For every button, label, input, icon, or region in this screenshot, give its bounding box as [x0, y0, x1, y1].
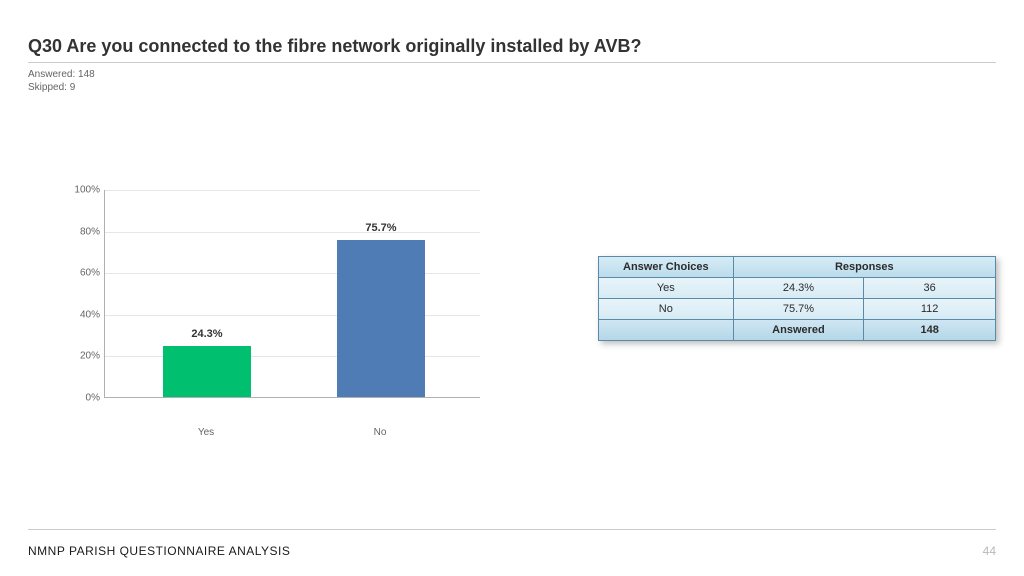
- y-tick-label: 20%: [60, 351, 100, 362]
- footer-total: 148: [864, 320, 995, 340]
- cell-empty: [599, 320, 734, 340]
- table-row: No 75.7% 112: [599, 299, 995, 320]
- y-tick-label: 40%: [60, 309, 100, 320]
- answered-count: Answered: 148: [28, 68, 95, 81]
- table-row: Yes 24.3% 36: [599, 278, 995, 299]
- cell-choice: No: [599, 299, 734, 319]
- page-number: 44: [983, 544, 996, 558]
- x-tick-label: No: [336, 427, 424, 438]
- cell-count: 112: [864, 299, 995, 319]
- response-table: Answer Choices Responses Yes 24.3% 36 No…: [598, 256, 996, 341]
- bar-value-label: 75.7%: [337, 222, 425, 234]
- skipped-count: Skipped: 9: [28, 81, 95, 94]
- response-meta: Answered: 148 Skipped: 9: [28, 68, 95, 94]
- question-title: Q30 Are you connected to the fibre netwo…: [28, 36, 641, 57]
- gridline: [105, 190, 480, 191]
- y-tick-label: 0%: [60, 393, 100, 404]
- bar: 24.3%: [163, 346, 251, 397]
- bar-chart: 24.3%75.7% 0%20%40%60%80%100%YesNo: [60, 190, 480, 420]
- footer-divider: [28, 529, 996, 530]
- x-tick-label: Yes: [162, 427, 250, 438]
- col-header-choices: Answer Choices: [599, 257, 734, 277]
- footer-text: NMNP PARISH QUESTIONNAIRE ANALYSIS: [28, 544, 290, 558]
- footer-label: Answered: [734, 320, 865, 340]
- bar-value-label: 24.3%: [163, 328, 251, 340]
- table-header: Answer Choices Responses: [599, 257, 995, 278]
- cell-count: 36: [864, 278, 995, 298]
- cell-choice: Yes: [599, 278, 734, 298]
- plot-area: 24.3% 75.7%: [104, 190, 480, 398]
- slide: Q30 Are you connected to the fibre netwo…: [0, 0, 1024, 576]
- title-divider: [28, 62, 996, 63]
- y-tick-label: 60%: [60, 268, 100, 279]
- cell-pct: 24.3%: [734, 278, 865, 298]
- y-tick-label: 80%: [60, 226, 100, 237]
- cell-pct: 75.7%: [734, 299, 865, 319]
- col-header-responses: Responses: [734, 257, 995, 277]
- y-tick-label: 100%: [60, 185, 100, 196]
- bar: 75.7%: [337, 240, 425, 397]
- table-footer: Answered 148: [599, 320, 995, 340]
